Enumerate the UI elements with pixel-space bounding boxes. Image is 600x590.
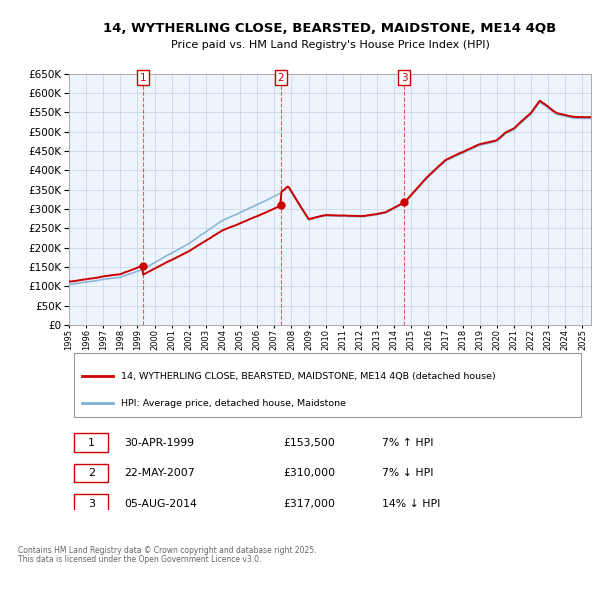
Text: 14, WYTHERLING CLOSE, BEARSTED, MAIDSTONE, ME14 4QB (detached house): 14, WYTHERLING CLOSE, BEARSTED, MAIDSTON… bbox=[121, 372, 496, 381]
Text: Price paid vs. HM Land Registry's House Price Index (HPI): Price paid vs. HM Land Registry's House … bbox=[170, 40, 490, 50]
Text: 05-AUG-2014: 05-AUG-2014 bbox=[124, 499, 197, 509]
Text: £310,000: £310,000 bbox=[283, 468, 335, 478]
Text: 14, WYTHERLING CLOSE, BEARSTED, MAIDSTONE, ME14 4QB: 14, WYTHERLING CLOSE, BEARSTED, MAIDSTON… bbox=[103, 22, 557, 35]
Text: 3: 3 bbox=[401, 73, 407, 83]
Text: 2: 2 bbox=[88, 468, 95, 478]
Text: £317,000: £317,000 bbox=[283, 499, 335, 509]
Text: 7% ↓ HPI: 7% ↓ HPI bbox=[382, 468, 434, 478]
Text: 22-MAY-2007: 22-MAY-2007 bbox=[124, 468, 194, 478]
FancyBboxPatch shape bbox=[74, 433, 108, 452]
Text: 3: 3 bbox=[88, 499, 95, 509]
Text: £153,500: £153,500 bbox=[283, 438, 335, 448]
Text: 14% ↓ HPI: 14% ↓ HPI bbox=[382, 499, 440, 509]
FancyBboxPatch shape bbox=[74, 353, 581, 417]
Text: 7% ↑ HPI: 7% ↑ HPI bbox=[382, 438, 434, 448]
Text: 1: 1 bbox=[140, 73, 146, 83]
Text: Contains HM Land Registry data © Crown copyright and database right 2025.: Contains HM Land Registry data © Crown c… bbox=[18, 546, 317, 555]
Text: 2: 2 bbox=[278, 73, 284, 83]
Text: 1: 1 bbox=[88, 438, 95, 448]
FancyBboxPatch shape bbox=[74, 494, 108, 513]
Text: This data is licensed under the Open Government Licence v3.0.: This data is licensed under the Open Gov… bbox=[18, 555, 262, 564]
Text: HPI: Average price, detached house, Maidstone: HPI: Average price, detached house, Maid… bbox=[121, 399, 346, 408]
Text: 30-APR-1999: 30-APR-1999 bbox=[124, 438, 194, 448]
FancyBboxPatch shape bbox=[74, 464, 108, 482]
